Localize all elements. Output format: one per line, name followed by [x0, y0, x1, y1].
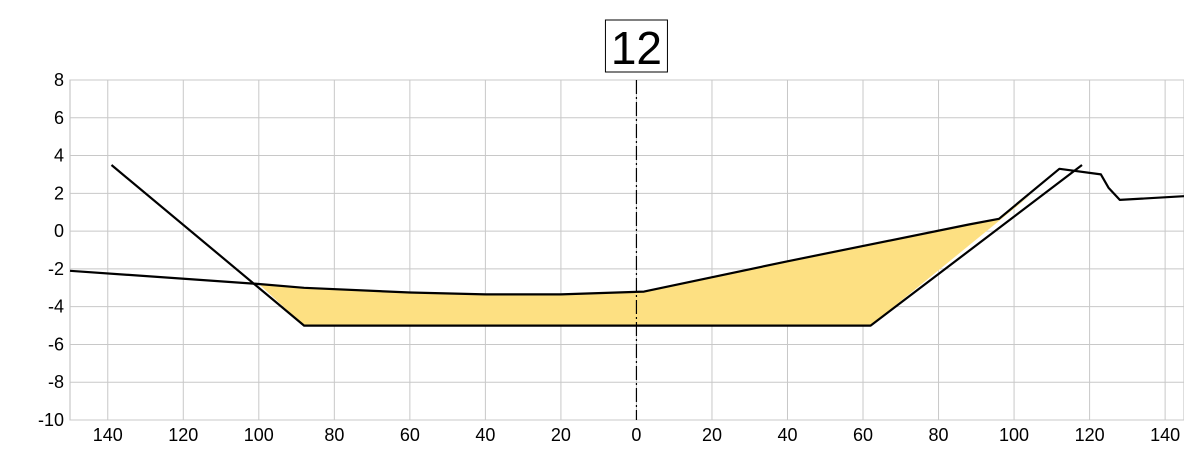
y-tick-label: -8 [48, 372, 64, 392]
y-tick-label: 4 [54, 146, 64, 166]
fill-area-layer [258, 193, 1033, 326]
title-text: 12 [611, 22, 662, 74]
ground-profile-line [69, 167, 1184, 296]
fill-area [258, 193, 1033, 326]
x-tick-label: 120 [1075, 425, 1105, 445]
y-tick-label: 0 [54, 221, 64, 241]
x-tick-label: 80 [324, 425, 344, 445]
x-tick-label: 120 [168, 425, 198, 445]
y-tick-label: 8 [54, 70, 64, 90]
x-tick-label: 60 [853, 425, 873, 445]
chart-title: 12 [604, 19, 668, 74]
y-tick-labels: 8 6 4 2 0 -2 -4 -6 -8 -10 [38, 70, 64, 430]
y-tick-label: -10 [38, 410, 64, 430]
lines-layer [69, 80, 1184, 420]
grid [69, 79, 1184, 421]
y-tick-label: 6 [54, 108, 64, 128]
x-tick-label: 100 [999, 425, 1029, 445]
x-tick-label: 80 [929, 425, 949, 445]
y-tick-label: -2 [48, 259, 64, 279]
x-tick-label: 140 [93, 425, 123, 445]
x-tick-labels: 140 120 100 80 60 40 20 0 20 40 60 80 100 120 140 [93, 425, 1180, 445]
title-box [604, 19, 668, 73]
x-tick-label: 140 [1150, 425, 1180, 445]
design-section-line [110, 164, 1083, 327]
x-tick-label: 60 [400, 425, 420, 445]
plot-frame [69, 79, 1184, 421]
y-tick-label: -6 [48, 334, 64, 354]
x-tick-label: 20 [702, 425, 722, 445]
x-tick-label: 0 [631, 425, 641, 445]
y-tick-label: -4 [48, 297, 64, 317]
y-tick-label: 2 [54, 183, 64, 203]
x-tick-label: 20 [551, 425, 571, 445]
x-tick-label: 40 [475, 425, 495, 445]
x-tick-label: 40 [777, 425, 797, 445]
x-tick-label: 100 [244, 425, 274, 445]
